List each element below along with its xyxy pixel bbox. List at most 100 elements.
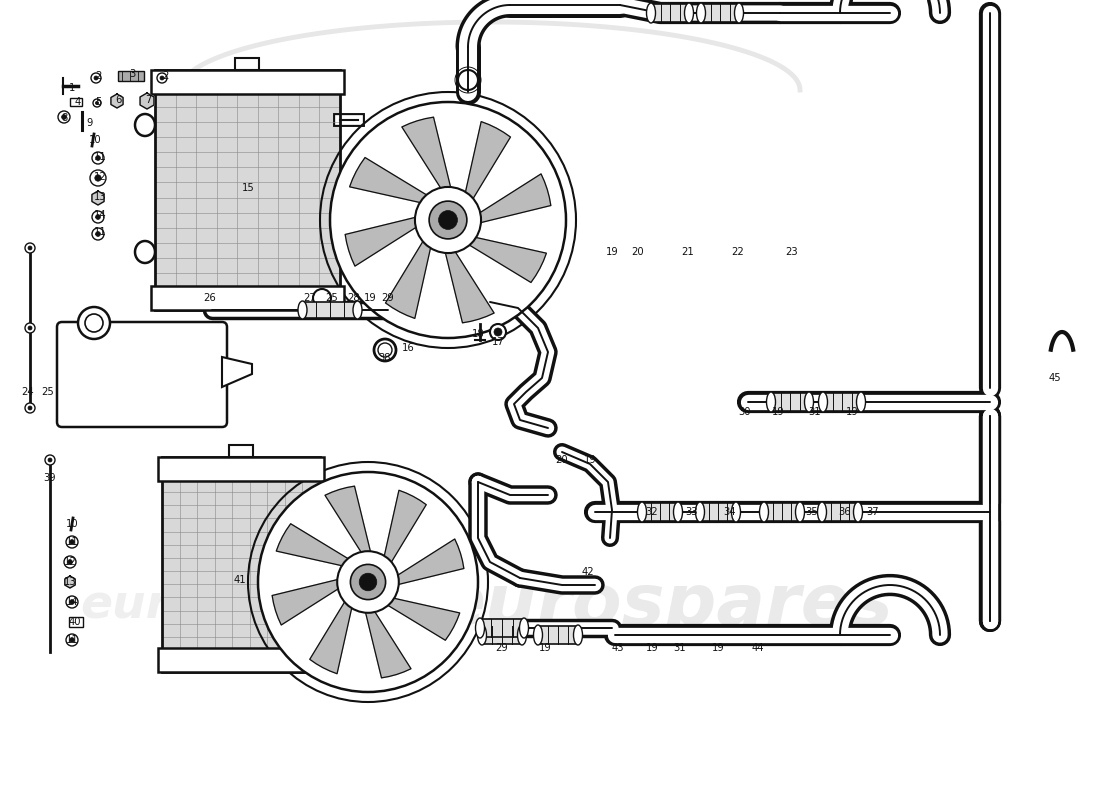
Text: 36: 36	[838, 507, 851, 517]
Circle shape	[69, 638, 75, 642]
Circle shape	[360, 573, 377, 590]
Bar	[302, 302, 358, 318]
Text: 14: 14	[66, 597, 78, 607]
Bar	[482, 626, 522, 644]
Polygon shape	[324, 486, 372, 557]
Circle shape	[48, 458, 52, 462]
Text: 30: 30	[739, 407, 751, 417]
Polygon shape	[464, 122, 510, 204]
Circle shape	[351, 565, 386, 600]
Bar	[70, 98, 82, 106]
Circle shape	[95, 174, 101, 182]
Text: 2: 2	[162, 71, 168, 81]
Text: 19: 19	[712, 643, 725, 653]
Text: eurospares: eurospares	[80, 582, 380, 627]
Text: 9: 9	[87, 118, 94, 128]
Text: 29: 29	[382, 293, 395, 303]
Circle shape	[66, 536, 78, 548]
Ellipse shape	[857, 392, 866, 412]
Text: 17: 17	[492, 337, 505, 347]
Ellipse shape	[696, 3, 705, 23]
Circle shape	[28, 326, 32, 330]
Text: 20: 20	[631, 247, 645, 257]
Circle shape	[92, 228, 104, 240]
Text: 4: 4	[75, 97, 81, 107]
Text: 11: 11	[94, 227, 107, 237]
Text: 7: 7	[145, 95, 151, 105]
Text: 21: 21	[682, 247, 694, 257]
Bar	[155, 70, 340, 310]
Circle shape	[258, 472, 478, 692]
Bar	[701, 4, 739, 22]
Text: 28: 28	[348, 293, 361, 303]
Text: 1: 1	[69, 83, 75, 93]
Circle shape	[45, 455, 55, 465]
Text: 19: 19	[584, 455, 596, 465]
Text: 11: 11	[94, 152, 107, 162]
Text: 40: 40	[68, 617, 81, 627]
Polygon shape	[140, 93, 154, 109]
Polygon shape	[364, 607, 411, 678]
Ellipse shape	[817, 502, 826, 522]
Text: 2: 2	[95, 71, 101, 81]
Text: 41: 41	[233, 575, 246, 585]
Text: 45: 45	[1048, 373, 1062, 383]
Ellipse shape	[517, 625, 527, 645]
Bar	[700, 503, 736, 521]
Circle shape	[78, 307, 110, 339]
Text: 3: 3	[129, 69, 135, 79]
Circle shape	[429, 201, 466, 239]
Circle shape	[96, 155, 100, 160]
Text: 39: 39	[44, 473, 56, 483]
Circle shape	[69, 600, 75, 605]
Circle shape	[28, 246, 32, 250]
Circle shape	[25, 323, 35, 333]
Text: 19: 19	[539, 643, 551, 653]
Text: 8: 8	[62, 113, 68, 123]
Polygon shape	[92, 191, 104, 205]
Text: 37: 37	[867, 507, 879, 517]
Circle shape	[96, 232, 100, 237]
Polygon shape	[385, 236, 432, 318]
Bar	[823, 393, 861, 411]
Text: 31: 31	[673, 643, 686, 653]
Ellipse shape	[647, 3, 656, 23]
Polygon shape	[475, 174, 551, 224]
Text: 35: 35	[805, 507, 818, 517]
Text: 25: 25	[326, 293, 339, 303]
Circle shape	[330, 102, 566, 338]
Text: 6: 6	[114, 95, 121, 105]
Text: 5: 5	[95, 97, 101, 107]
Text: 34: 34	[724, 507, 736, 517]
Circle shape	[28, 406, 32, 410]
Circle shape	[92, 211, 104, 223]
Text: 19: 19	[364, 293, 376, 303]
Text: 22: 22	[732, 247, 745, 257]
Text: 23: 23	[785, 247, 799, 257]
Bar	[229, 445, 253, 457]
Circle shape	[62, 114, 66, 119]
Ellipse shape	[818, 392, 827, 412]
Polygon shape	[276, 524, 353, 567]
Bar	[235, 58, 258, 70]
Text: 44: 44	[751, 643, 764, 653]
Circle shape	[58, 111, 70, 123]
Text: 31: 31	[808, 407, 822, 417]
Text: 19: 19	[771, 407, 784, 417]
Circle shape	[439, 210, 458, 230]
Ellipse shape	[135, 241, 155, 263]
Text: 26: 26	[204, 293, 217, 303]
Circle shape	[91, 73, 101, 83]
Circle shape	[96, 214, 100, 219]
Polygon shape	[350, 158, 432, 204]
Ellipse shape	[735, 3, 744, 23]
Text: 18: 18	[472, 329, 484, 339]
Polygon shape	[345, 216, 421, 266]
Polygon shape	[65, 576, 75, 588]
Bar	[651, 4, 689, 22]
Circle shape	[490, 324, 506, 340]
Circle shape	[94, 76, 98, 80]
Text: 13: 13	[64, 577, 76, 587]
Circle shape	[66, 634, 78, 646]
Bar	[158, 457, 324, 481]
